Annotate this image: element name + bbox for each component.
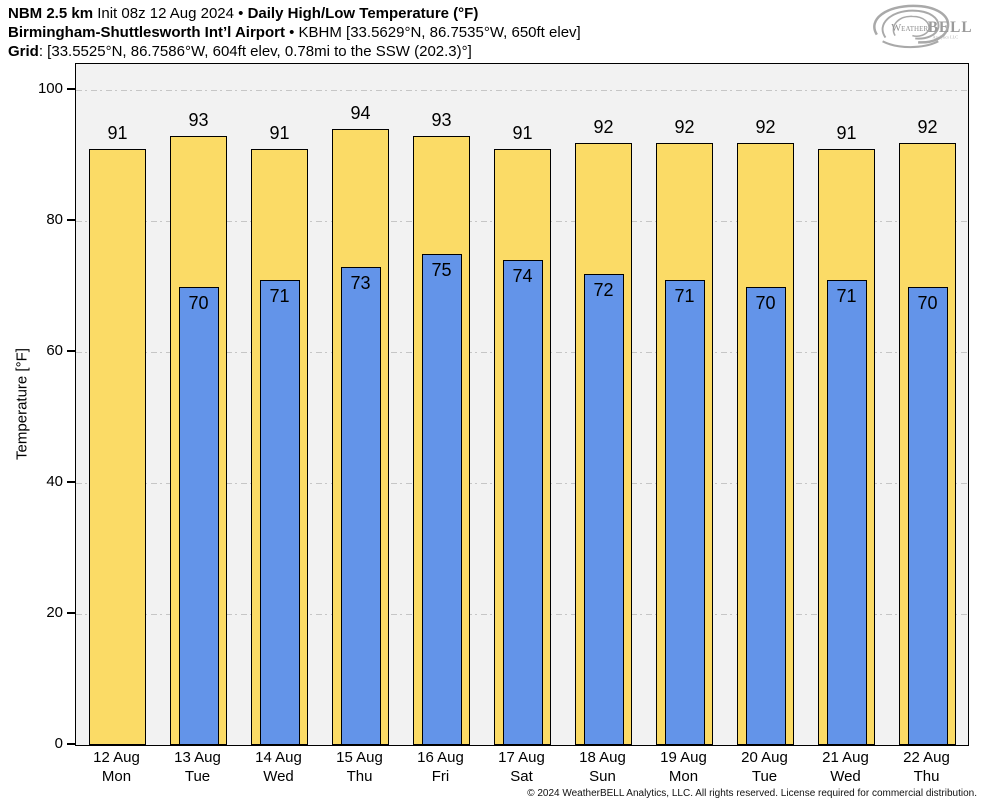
low-value-label: 71 [836,286,857,307]
y-tick-mark [67,481,75,483]
low-value-label: 70 [917,292,938,313]
y-tick-mark [67,88,75,90]
low-value-label: 70 [188,292,209,313]
low-value-label: 72 [593,279,614,300]
y-tick-mark [67,612,75,614]
x-tick-day-label: Fri [431,768,450,785]
y-tick-label: 60 [46,342,63,360]
y-tick-mark [67,743,75,745]
logo-subtitle: Analytics LLC [933,34,959,39]
bullet-separator: • [289,24,295,41]
x-tick-day-label: Sun [589,768,616,785]
y-tick-label: 40 [46,473,63,491]
x-tick-date-label: 14 Aug [255,749,302,766]
low-bar [907,286,948,745]
y-tick-label: 0 [54,735,63,752]
high-value-label: 93 [431,110,452,131]
high-value-label: 92 [593,116,614,137]
high-value-label: 92 [917,116,938,137]
low-bar [826,280,867,745]
copyright-notice: © 2024 WeatherBELL Analytics, LLC. All r… [527,788,977,799]
y-tick-label: 100 [37,80,63,98]
x-tick-date-label: 15 Aug [336,749,383,766]
low-bar [421,253,462,745]
y-tick-label: 20 [46,604,63,622]
x-tick-date-label: 18 Aug [579,749,626,766]
high-value-label: 91 [836,123,857,144]
low-bar [178,286,219,745]
x-tick-date-label: 20 Aug [741,749,788,766]
x-tick-day-label: Wed [263,768,294,785]
x-tick-day-label: Thu [346,768,373,785]
low-value-label: 71 [674,286,695,307]
station-name: Birmingham-Shuttlesworth Int’l Airport [8,24,285,41]
logo-word-weather: Weather [891,23,928,34]
low-bar [502,260,543,745]
high-value-label: 91 [269,123,290,144]
x-tick-date-label: 21 Aug [822,749,869,766]
low-bar [340,267,381,745]
high-bar [89,149,146,745]
low-bar [745,286,786,745]
low-value-label: 70 [755,292,776,313]
high-value-label: 91 [107,123,128,144]
hurricane-swirl-icon [873,4,950,49]
plot-area: 91 93 70 91 71 94 73 93 75 91 74 92 72 92 71 92 70 91 71 92… [75,63,969,746]
y-tick-mark [67,350,75,352]
x-tick-day-label: Thu [913,768,940,785]
high-value-label: 92 [755,116,776,137]
x-tick-day-label: Mon [101,768,132,785]
low-value-label: 74 [512,266,533,287]
x-tick-date-label: 19 Aug [660,749,707,766]
header-line-3: Grid: [33.5525°N, 86.7586°W, 604ft elev,… [8,42,581,61]
station-details: KBHM [33.5629°N, 86.7535°W, 650ft elev] [298,24,581,41]
y-tick-label: 80 [46,211,63,229]
x-tick-day-label: Mon [668,768,699,785]
grid-label: Grid [8,43,39,60]
x-tick-date-label: 17 Aug [498,749,545,766]
x-tick-day-label: Tue [184,768,211,785]
x-tick-date-label: 12 Aug [93,749,140,766]
logo-word-bell: BELL [928,19,973,36]
y-axis-title: Temperature [°F] [13,348,31,460]
low-value-label: 71 [269,286,290,307]
low-bar [583,273,624,745]
high-value-label: 94 [350,103,371,124]
x-tick-day-label: Wed [830,768,861,785]
init-time: Init 08z 12 Aug 2024 [97,5,234,22]
high-value-label: 93 [188,110,209,131]
low-bar [664,280,705,745]
low-value-label: 75 [431,259,452,280]
low-bar [259,280,300,745]
header-line-1: NBM 2.5 km Init 08z 12 Aug 2024 • Daily … [8,4,581,23]
x-tick-date-label: 13 Aug [174,749,221,766]
x-tick-date-label: 22 Aug [903,749,950,766]
header-line-2: Birmingham-Shuttlesworth Int’l Airport •… [8,23,581,42]
product-title: Daily High/Low Temperature (°F) [247,5,479,22]
x-tick-day-label: Tue [751,768,778,785]
high-value-label: 92 [674,116,695,137]
bullet-separator: • [238,5,244,22]
weatherbell-logo: Weather BELL Analytics LLC [873,4,973,49]
model-name: NBM 2.5 km [8,5,94,22]
x-tick-date-label: 16 Aug [417,749,464,766]
grid-details: : [33.5525°N, 86.7586°W, 604ft elev, 0.7… [38,43,472,60]
chart-header: NBM 2.5 km Init 08z 12 Aug 2024 • Daily … [8,4,581,61]
low-value-label: 73 [350,272,371,293]
x-tick-day-label: Sat [510,768,533,785]
high-value-label: 91 [512,123,533,144]
y-tick-mark [67,219,75,221]
gridline [76,89,968,91]
